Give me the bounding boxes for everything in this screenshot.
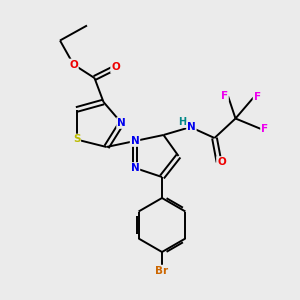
Text: Br: Br: [155, 266, 169, 276]
Text: F: F: [261, 124, 268, 134]
Text: N: N: [130, 163, 140, 173]
Text: H: H: [178, 117, 187, 127]
Text: N: N: [187, 122, 196, 133]
Text: N: N: [117, 118, 126, 128]
Text: F: F: [221, 91, 228, 101]
Text: S: S: [73, 134, 80, 145]
Text: O: O: [111, 62, 120, 73]
Text: O: O: [217, 157, 226, 167]
Text: N: N: [130, 136, 140, 146]
Text: F: F: [254, 92, 261, 103]
Text: O: O: [69, 59, 78, 70]
